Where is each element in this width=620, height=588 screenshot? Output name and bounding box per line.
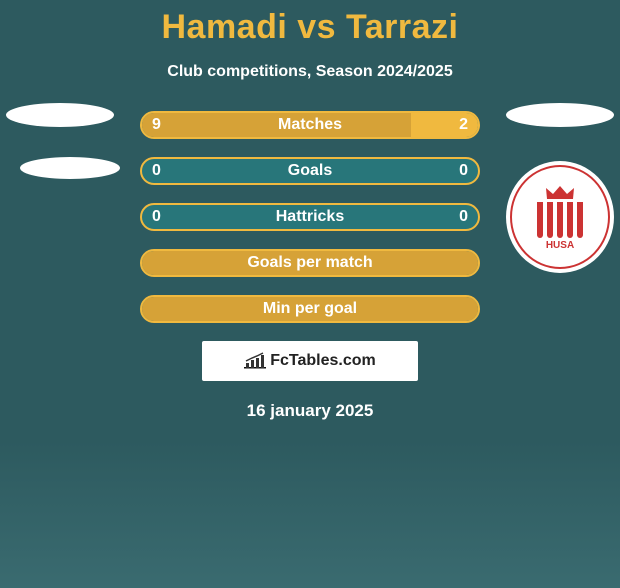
comparison-panel: HUSA 9 Matches 2 0 Goals 0 0 Hattricks 0 <box>0 111 620 421</box>
bar-goals-per-match: Goals per match <box>140 249 480 277</box>
bar-label: Goals <box>142 159 478 183</box>
subtitle: Club competitions, Season 2024/2025 <box>0 63 620 81</box>
bar-min-per-goal: Min per goal <box>140 295 480 323</box>
bar-label: Matches <box>142 113 478 137</box>
bar-label: Goals per match <box>142 251 478 275</box>
right-avatar-slot-1 <box>506 103 614 127</box>
left-avatar-slot-1 <box>6 103 114 127</box>
brand-badge: FcTables.com <box>202 341 418 381</box>
left-avatar-slot-2 <box>20 157 120 179</box>
stat-bars: 9 Matches 2 0 Goals 0 0 Hattricks 0 Goal… <box>140 111 480 323</box>
bar-goals: 0 Goals 0 <box>140 157 480 185</box>
bar-chart-icon <box>244 352 266 370</box>
right-club-badge: HUSA <box>506 161 614 273</box>
bar-label: Min per goal <box>142 297 478 321</box>
date-label: 16 january 2025 <box>0 401 620 421</box>
bar-val-right: 0 <box>459 205 468 229</box>
bar-val-right: 2 <box>459 113 468 137</box>
bar-val-right: 0 <box>459 159 468 183</box>
brand-text: FcTables.com <box>270 352 376 370</box>
bar-matches: 9 Matches 2 <box>140 111 480 139</box>
badge-ring <box>510 165 610 269</box>
bar-label: Hattricks <box>142 205 478 229</box>
bar-hattricks: 0 Hattricks 0 <box>140 203 480 231</box>
page-title: Hamadi vs Tarrazi <box>0 8 620 47</box>
